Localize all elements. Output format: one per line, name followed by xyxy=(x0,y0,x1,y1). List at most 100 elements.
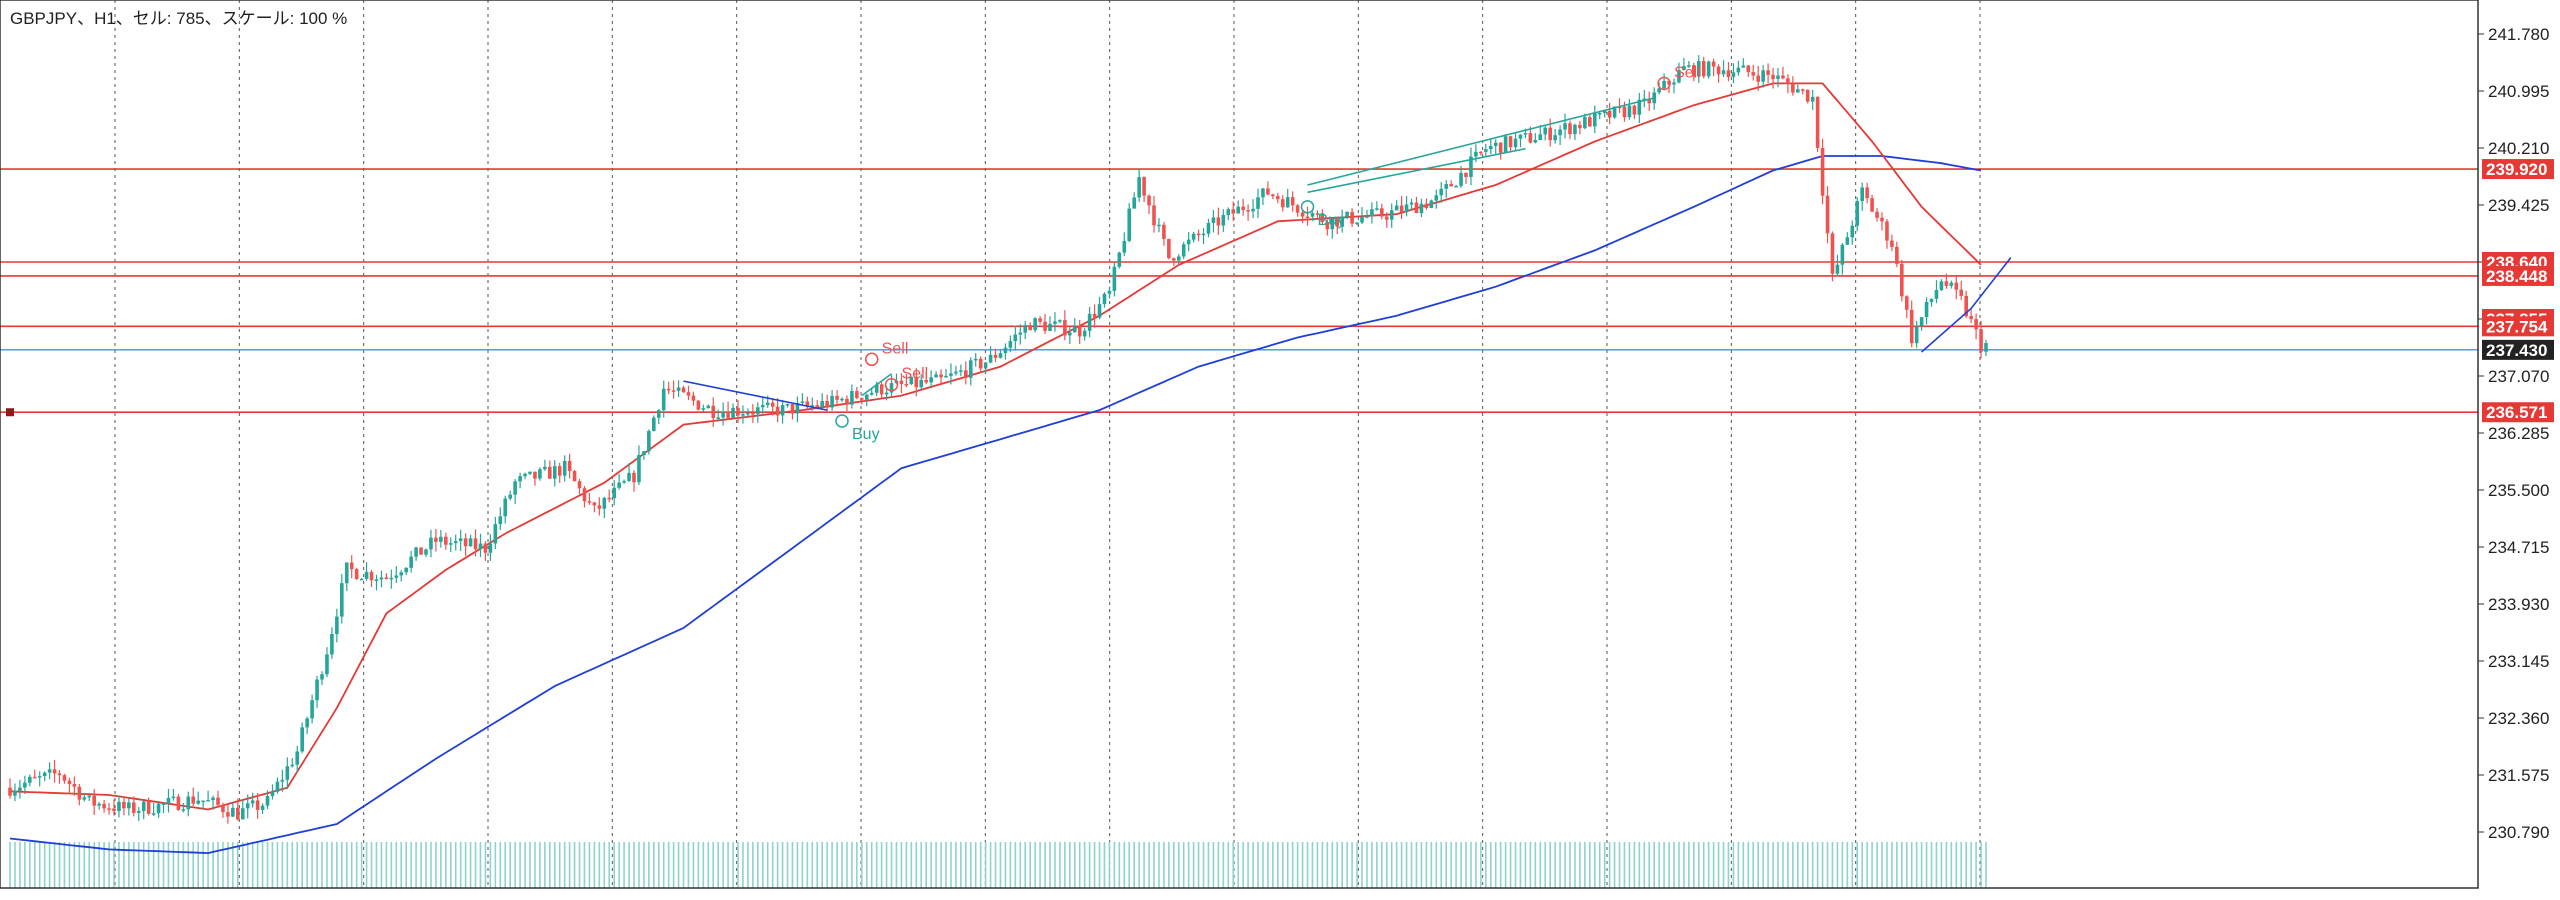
candle-body xyxy=(419,547,423,555)
candle-body xyxy=(889,383,894,393)
candle-body xyxy=(1746,65,1751,73)
candle-body xyxy=(1191,233,1196,240)
candle-body xyxy=(825,401,829,408)
candle-body xyxy=(820,401,824,407)
candle-body xyxy=(1266,188,1270,195)
candle-body xyxy=(1573,124,1577,135)
candle-body xyxy=(666,388,671,391)
candle-body xyxy=(954,371,958,374)
candle-body xyxy=(1231,209,1236,214)
candle-body xyxy=(1523,133,1528,135)
price-tag-label: 237.754 xyxy=(2486,317,2548,336)
trendline[interactable] xyxy=(1307,97,1655,186)
candle-body xyxy=(1553,135,1557,141)
candle-body xyxy=(1350,211,1354,224)
trendline[interactable] xyxy=(1921,257,2012,353)
candle-body xyxy=(176,796,181,811)
candle-body xyxy=(1632,105,1637,115)
trendline[interactable] xyxy=(1307,147,1526,194)
candle-body xyxy=(864,394,869,400)
candle-body xyxy=(1097,304,1102,318)
candle-body xyxy=(1290,197,1295,206)
candle-body xyxy=(221,804,225,813)
candle-body xyxy=(1276,196,1280,200)
candle-body xyxy=(1870,198,1874,212)
price-tag xyxy=(2482,402,2554,423)
candle-body xyxy=(909,376,914,385)
price-tag-label: 238.448 xyxy=(2486,267,2547,286)
candle-body xyxy=(919,379,924,388)
candle-body xyxy=(300,727,304,752)
candle-body xyxy=(1280,199,1285,208)
candle-body xyxy=(1137,177,1141,198)
candle-body xyxy=(1607,110,1612,118)
candle-body xyxy=(231,807,235,817)
trendline[interactable] xyxy=(683,380,828,411)
candle-body xyxy=(845,398,849,405)
candle-body xyxy=(548,466,552,479)
candle-body xyxy=(1692,65,1696,77)
candle-body xyxy=(1944,281,1949,286)
candle-body xyxy=(1528,133,1533,143)
candle-body xyxy=(1716,66,1721,75)
candle-body xyxy=(1038,318,1042,322)
candle-body xyxy=(1013,334,1018,342)
candle-body xyxy=(1578,124,1582,129)
candle-body xyxy=(1320,213,1325,222)
candle-body xyxy=(245,803,250,809)
candle-body xyxy=(795,402,800,414)
candle-body xyxy=(250,800,255,804)
candle-body xyxy=(122,801,126,809)
candle-body xyxy=(577,481,582,489)
candle-body xyxy=(1508,136,1513,148)
candle-body xyxy=(924,379,928,383)
candle-body xyxy=(1107,290,1112,294)
candle-body xyxy=(1241,206,1245,211)
candle-body xyxy=(57,773,62,776)
candle-body xyxy=(1077,326,1082,337)
candle-body xyxy=(132,802,136,813)
trendline[interactable] xyxy=(861,373,892,397)
candle-body xyxy=(1459,172,1463,186)
candle-body xyxy=(929,377,933,383)
candle-body xyxy=(1285,197,1290,208)
candle-body xyxy=(117,801,121,812)
candle-body xyxy=(1246,210,1250,212)
candle-body xyxy=(1454,185,1458,188)
candle-body xyxy=(1538,134,1543,140)
candle-body xyxy=(127,802,131,809)
candle-body xyxy=(1865,187,1869,199)
candle-body xyxy=(1345,211,1349,217)
candle-body xyxy=(1929,298,1934,302)
candle-body xyxy=(513,481,517,495)
signal-marker xyxy=(835,414,849,428)
candle-body xyxy=(1384,216,1389,220)
candle-body xyxy=(1979,329,1983,352)
candle-body xyxy=(1627,105,1632,118)
candle-body xyxy=(1850,225,1855,238)
candle-body xyxy=(1409,202,1414,205)
candle-body xyxy=(1142,177,1146,196)
candle-body xyxy=(315,679,319,701)
candle-body xyxy=(1904,296,1909,310)
candle-body xyxy=(1558,129,1562,136)
candle-body xyxy=(736,407,740,416)
candle-body xyxy=(503,498,508,517)
candle-body xyxy=(855,391,859,399)
candle-body xyxy=(424,549,428,555)
candle-body xyxy=(77,786,82,800)
candle-body xyxy=(691,395,696,401)
candle-body xyxy=(637,455,641,483)
candle-body xyxy=(384,577,389,579)
candle-body xyxy=(146,801,151,814)
candle-body xyxy=(463,538,468,547)
candle-body xyxy=(780,405,785,416)
candle-body xyxy=(1731,72,1736,77)
candle-body xyxy=(1548,127,1552,141)
candle-body xyxy=(369,571,374,581)
axis-tick-label: 235.500 xyxy=(2488,481,2549,500)
candle-body xyxy=(62,775,67,781)
candle-body xyxy=(1662,80,1666,89)
